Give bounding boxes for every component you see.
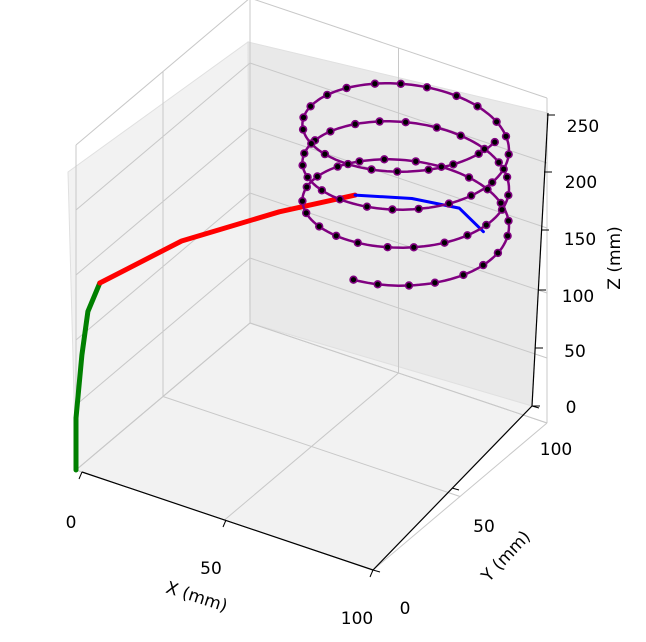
y-tick-100: 100 bbox=[540, 440, 572, 460]
helix-marker bbox=[375, 117, 384, 126]
helix-marker bbox=[411, 157, 420, 166]
helix-marker bbox=[444, 199, 454, 208]
helix-marker bbox=[504, 216, 513, 226]
helix-marker bbox=[313, 172, 322, 181]
helix-marker bbox=[317, 186, 327, 195]
helix-marker bbox=[362, 202, 372, 211]
helix-marker bbox=[488, 178, 497, 187]
helix-marker bbox=[302, 182, 311, 192]
helix-marker bbox=[393, 167, 402, 176]
helix-marker bbox=[342, 83, 351, 93]
x-axis-line bbox=[81, 471, 374, 571]
helix-marker bbox=[383, 243, 392, 252]
z-axis-line bbox=[531, 112, 549, 407]
helix-marker bbox=[351, 119, 360, 129]
helix-marker bbox=[323, 90, 332, 100]
helix-marker bbox=[353, 238, 362, 248]
helix-marker bbox=[452, 91, 461, 101]
helix-marker bbox=[482, 220, 491, 230]
helix-marker bbox=[343, 159, 353, 169]
helix-marker bbox=[479, 260, 488, 270]
helix-marker bbox=[504, 191, 513, 200]
helix-marker bbox=[493, 248, 503, 258]
y-tick-50: 50 bbox=[473, 517, 495, 537]
helix-marker bbox=[320, 149, 330, 159]
helix-marker bbox=[474, 149, 483, 159]
helix-marker bbox=[424, 165, 433, 174]
gridlines bbox=[75, 0, 548, 571]
helix-marker bbox=[326, 127, 335, 136]
floor-grid-x-100 bbox=[372, 422, 548, 571]
helix-marker bbox=[422, 83, 432, 92]
x-tick-100: 100 bbox=[341, 609, 373, 629]
segment-line-2 bbox=[97, 192, 358, 286]
helix-marker bbox=[298, 125, 308, 134]
helix-marker bbox=[504, 150, 513, 159]
helix-marker bbox=[298, 196, 307, 206]
helix-marker bbox=[300, 149, 309, 158]
z-tick-200: 200 bbox=[565, 173, 597, 193]
helix-marker bbox=[432, 123, 441, 132]
helix-marker bbox=[483, 185, 492, 194]
helix-marker bbox=[480, 144, 489, 154]
floor-grid-y-50 bbox=[162, 396, 461, 497]
helix-marker bbox=[396, 79, 405, 89]
helix-marker bbox=[388, 205, 397, 214]
helix-marker bbox=[349, 275, 358, 284]
helix-marker bbox=[437, 162, 446, 172]
helix-marker bbox=[463, 231, 472, 240]
x-tick-50: 50 bbox=[200, 559, 222, 579]
helix-marker bbox=[490, 137, 499, 147]
helix-marker bbox=[307, 139, 316, 148]
helix-marker bbox=[333, 162, 342, 171]
helix-marker bbox=[440, 238, 449, 247]
tick-marks bbox=[78, 114, 555, 578]
helix-marker bbox=[380, 155, 389, 164]
helix-marker bbox=[355, 157, 364, 166]
helix-marker bbox=[499, 164, 508, 174]
helix-marker bbox=[473, 102, 482, 111]
segment-line-3 bbox=[353, 193, 485, 234]
helix-marker bbox=[315, 222, 324, 231]
helix-marker bbox=[409, 243, 418, 252]
helix-marker bbox=[497, 205, 507, 214]
helix-marker bbox=[367, 165, 376, 174]
helix-marker bbox=[373, 280, 382, 289]
x-axis-label: X (mm) bbox=[163, 578, 230, 617]
helix-marker bbox=[503, 231, 512, 241]
z-tick-0: 0 bbox=[566, 398, 577, 418]
helix-marker bbox=[496, 198, 505, 208]
z-tick-100: 100 bbox=[562, 287, 594, 307]
helix-marker bbox=[299, 113, 308, 122]
helix-marker bbox=[414, 204, 423, 214]
helix-marker bbox=[303, 173, 312, 182]
helix-marker bbox=[501, 132, 511, 141]
helix-marker bbox=[335, 195, 345, 204]
helix-marker bbox=[494, 158, 503, 167]
helix-marker bbox=[404, 281, 414, 290]
helix-marker bbox=[449, 160, 458, 169]
helix-marker bbox=[492, 117, 501, 127]
helix-marker bbox=[467, 191, 476, 200]
helix-marker bbox=[401, 117, 410, 127]
z-tick-150: 150 bbox=[564, 230, 596, 250]
helix-marker bbox=[302, 208, 311, 218]
helix-marker bbox=[370, 79, 380, 88]
x-tick-0: 0 bbox=[66, 513, 77, 533]
data-layer bbox=[73, 79, 513, 473]
helix-marker bbox=[464, 173, 474, 182]
helix-marker bbox=[459, 270, 468, 280]
helix-marker bbox=[502, 172, 512, 182]
z-tick-250: 250 bbox=[567, 117, 599, 137]
helix-marker bbox=[298, 161, 307, 170]
helix-marker bbox=[332, 231, 341, 241]
y-tick-0: 0 bbox=[400, 599, 411, 619]
helix-marker bbox=[456, 131, 465, 140]
helix-marker bbox=[430, 278, 440, 287]
z-axis-label: Z (mm) bbox=[605, 226, 625, 289]
helix-marker bbox=[306, 102, 315, 111]
z-tick-50: 50 bbox=[564, 342, 586, 362]
segment-line-1 bbox=[73, 280, 103, 473]
